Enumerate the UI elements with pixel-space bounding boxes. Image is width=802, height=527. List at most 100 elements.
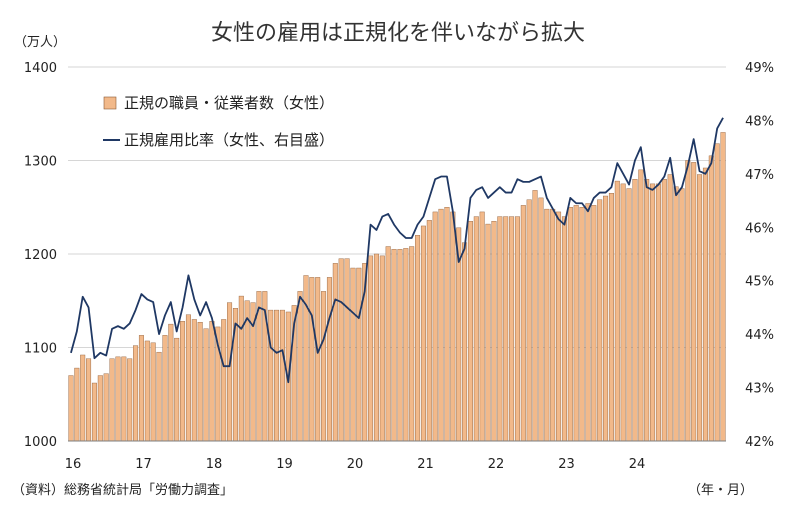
right-tick-label: 47%	[745, 168, 774, 183]
bar	[673, 186, 679, 442]
bar	[391, 249, 397, 442]
x-tick-label: 22	[488, 457, 505, 472]
right-tick-label: 45%	[745, 275, 774, 290]
bar	[150, 342, 156, 442]
bar	[415, 235, 421, 442]
bar	[561, 216, 567, 442]
bar	[579, 207, 585, 442]
left-axis-unit: （万人）	[14, 35, 66, 50]
bar	[655, 183, 661, 442]
bar	[650, 183, 656, 442]
bar	[550, 208, 556, 442]
bar	[714, 143, 720, 442]
bar	[591, 205, 597, 442]
bar	[520, 205, 526, 442]
bar	[144, 340, 150, 442]
bar	[138, 335, 144, 442]
chart-title: 女性の雇用は正規化を伴いながら拡大	[211, 21, 585, 46]
bar	[720, 132, 726, 442]
left-tick-label: 1300	[24, 155, 57, 170]
bar	[632, 178, 638, 442]
bar	[661, 178, 667, 442]
x-axis: 16 17 18 19 20 21 22 23 24	[65, 457, 646, 472]
bar	[679, 188, 685, 442]
bar	[344, 258, 350, 442]
bar	[397, 249, 403, 442]
bar	[115, 356, 121, 442]
x-tick-label: 16	[65, 457, 82, 472]
legend-line-label: 正規雇用比率（女性、右目盛）	[124, 131, 334, 149]
bar	[97, 375, 103, 442]
bar	[297, 291, 303, 442]
source-note: （資料）総務省統計局「労働力調査」	[12, 482, 233, 498]
bar	[697, 174, 703, 442]
bar	[197, 322, 203, 442]
bar	[485, 223, 491, 442]
bar	[614, 180, 620, 442]
bar	[567, 207, 573, 442]
bar	[450, 211, 456, 442]
bar	[180, 321, 186, 442]
left-axis: 1000 1100 1200 1300 1400	[24, 61, 57, 450]
bar	[350, 267, 356, 442]
right-axis: 42% 43% 44% 45% 46% 47% 48% 49%	[745, 61, 774, 450]
bar	[315, 277, 321, 442]
bar	[321, 291, 327, 442]
bar	[209, 321, 215, 442]
bar	[127, 358, 133, 442]
x-tick-label: 17	[135, 457, 152, 472]
x-tick-label: 18	[206, 457, 223, 472]
bar	[626, 188, 632, 442]
bar	[538, 197, 544, 442]
left-tick-label: 1100	[24, 342, 57, 357]
bar	[573, 205, 579, 442]
bar	[368, 255, 374, 442]
bar	[685, 160, 691, 442]
bar	[227, 302, 233, 442]
x-tick-label: 20	[347, 457, 364, 472]
bar	[462, 242, 468, 442]
bar	[203, 328, 209, 442]
bar	[526, 199, 532, 442]
x-tick-label: 19	[276, 457, 293, 472]
bar	[221, 319, 227, 442]
bar	[432, 211, 438, 442]
bar-series	[68, 132, 726, 442]
left-tick-label: 1200	[24, 248, 57, 263]
bar	[438, 208, 444, 442]
bar	[303, 275, 309, 442]
bar	[162, 335, 168, 442]
bar	[532, 190, 538, 442]
right-tick-label: 48%	[745, 114, 774, 129]
bar	[185, 314, 191, 442]
bar	[473, 216, 479, 442]
legend-bar-swatch	[103, 96, 117, 110]
bar	[509, 216, 515, 442]
bar	[156, 351, 162, 442]
bar	[603, 195, 609, 442]
bar	[356, 267, 362, 442]
bar	[191, 319, 197, 442]
bar	[491, 221, 497, 442]
bar	[373, 253, 379, 442]
bar	[497, 216, 503, 442]
x-axis-unit: （年・月）	[688, 483, 753, 498]
bar	[68, 375, 74, 442]
bar	[168, 323, 174, 442]
right-tick-label: 43%	[745, 382, 774, 397]
bar	[644, 178, 650, 442]
right-tick-label: 44%	[745, 328, 774, 343]
right-tick-label: 42%	[745, 435, 774, 450]
bar	[585, 203, 591, 442]
ratio-line	[70, 117, 724, 384]
bar	[638, 169, 644, 442]
bar	[121, 356, 127, 442]
x-tick-label: 23	[558, 457, 575, 472]
bar	[556, 211, 562, 442]
bar	[174, 337, 180, 442]
bar	[332, 263, 338, 442]
bar	[479, 211, 485, 442]
bar	[403, 248, 409, 442]
legend: 正規の職員・従業者数（女性） 正規雇用比率（女性、右目盛）	[103, 94, 334, 149]
